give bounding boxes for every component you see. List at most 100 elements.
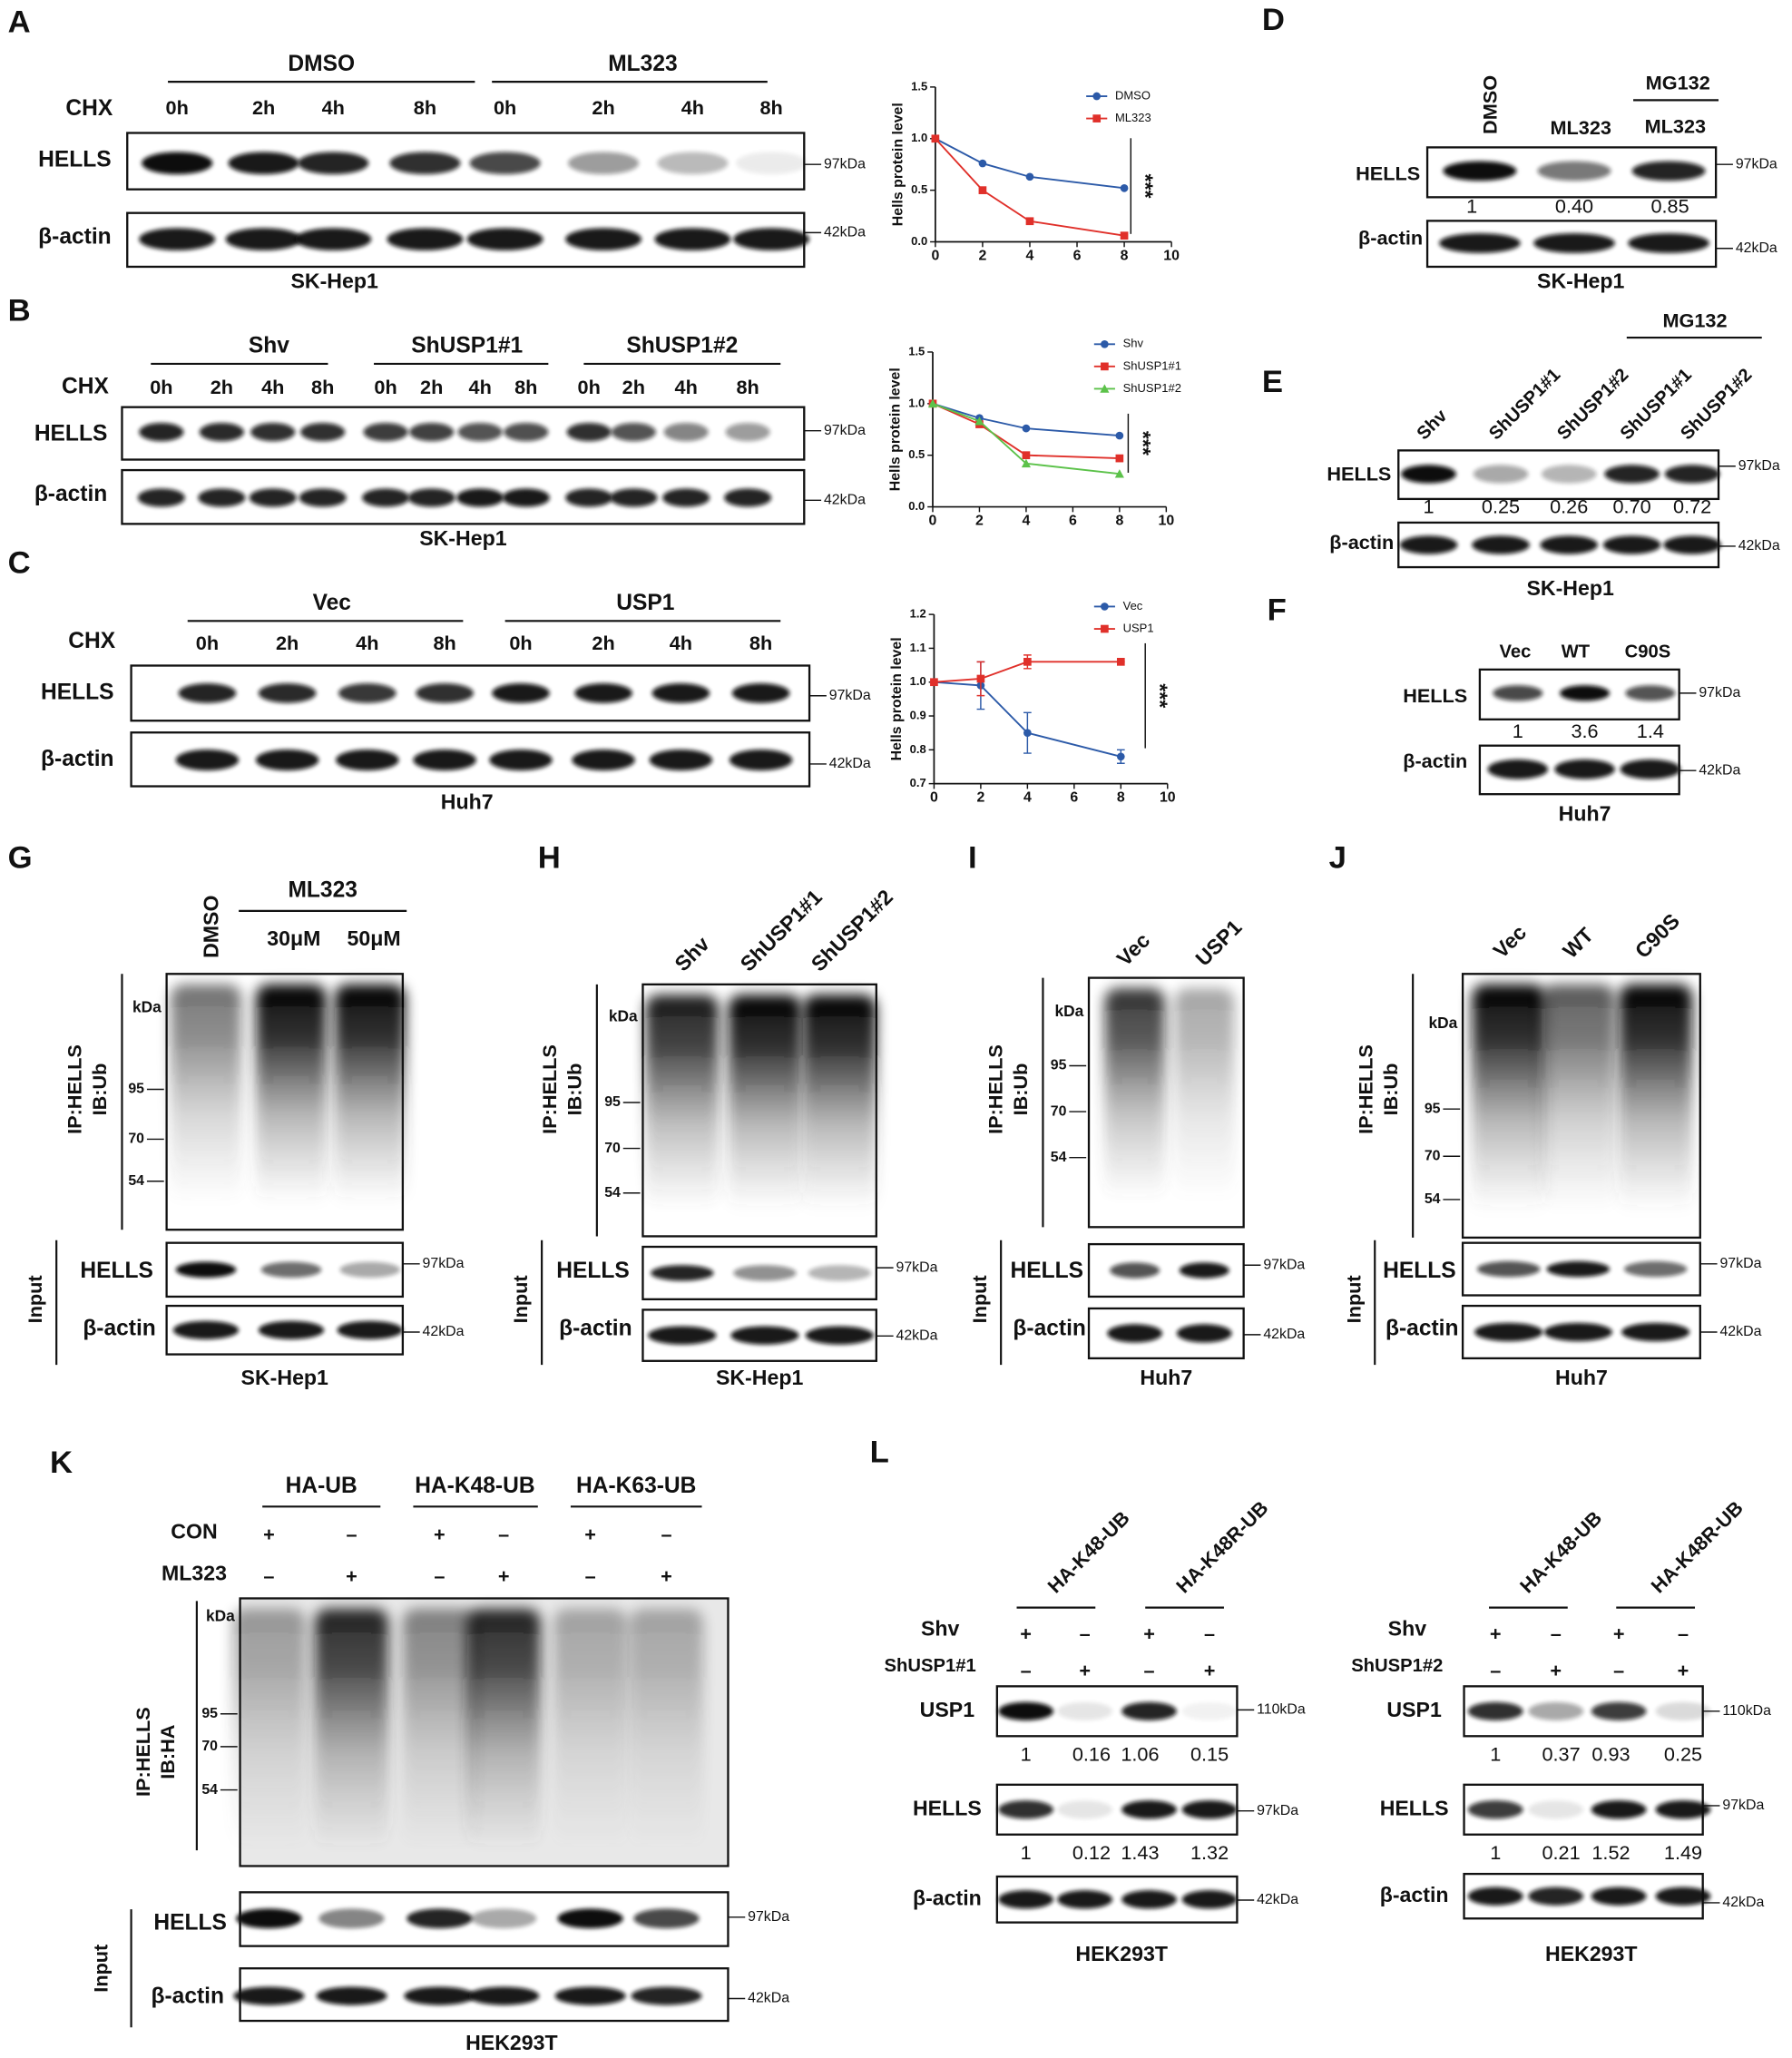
lane-label: Shv — [1414, 406, 1452, 444]
band — [651, 1265, 714, 1281]
band — [250, 423, 296, 442]
point — [1116, 658, 1125, 666]
band — [300, 423, 346, 442]
point — [1022, 424, 1031, 433]
lane-label: 0h — [578, 376, 601, 398]
sign: + — [1204, 1659, 1216, 1681]
x-tick-label: 8 — [1115, 514, 1123, 529]
band — [363, 423, 408, 442]
point — [1025, 217, 1034, 226]
panel-letter: A — [8, 5, 31, 40]
quantification: 0.93 — [1591, 1743, 1630, 1766]
quantification: 3.6 — [1571, 720, 1598, 742]
quantification: 1 — [1490, 1743, 1501, 1766]
row-label: HELLS — [1356, 162, 1420, 185]
row-label: HELLS — [1011, 1259, 1084, 1283]
lane-label: 2h — [592, 96, 614, 119]
row-label: HELLS — [1327, 463, 1391, 485]
lane-label: USP1 — [1190, 915, 1246, 970]
band — [568, 152, 640, 175]
sign: – — [434, 1564, 445, 1587]
legend-label: Shv — [1123, 337, 1144, 350]
row-label: β-actin — [1358, 226, 1423, 249]
x-tick-label: 2 — [975, 514, 984, 529]
band — [998, 1701, 1053, 1720]
band — [406, 1908, 473, 1929]
ladder-label: kDa — [609, 1007, 638, 1025]
size-marker: 42kDa — [1719, 1324, 1761, 1339]
row-label: β-actin — [913, 1886, 982, 1909]
row-label: USP1 — [920, 1698, 975, 1721]
band — [1664, 465, 1720, 484]
band — [258, 1320, 325, 1339]
y-tick-label: 0.5 — [911, 182, 927, 196]
group-label: HA-K48-UB — [1043, 1506, 1133, 1597]
band — [633, 1908, 700, 1929]
condition-label: ML323 — [162, 1562, 227, 1585]
smear — [402, 1609, 476, 1851]
panel-letter: J — [1329, 841, 1346, 876]
band — [362, 488, 410, 507]
quantification: 0.26 — [1550, 495, 1588, 518]
group-label: HA-K48R-UB — [1171, 1496, 1272, 1597]
series-line — [935, 138, 1125, 237]
x-tick-label: 8 — [1117, 790, 1125, 806]
size-marker: 110kDa — [1257, 1702, 1306, 1718]
band — [469, 152, 541, 175]
lane-label: 2h — [276, 632, 299, 654]
ip-label: IP:HELLS — [132, 1707, 154, 1797]
band — [1560, 685, 1611, 701]
row-label: β-actin — [1380, 1883, 1449, 1906]
size-marker: 42kDa — [896, 1328, 938, 1344]
row-label: β-actin — [559, 1317, 632, 1341]
size-marker: 97kDa — [1257, 1803, 1298, 1818]
size-marker: 97kDa — [1736, 156, 1777, 172]
band — [565, 228, 642, 250]
sign: – — [263, 1564, 274, 1587]
lane-label: 50μM — [347, 926, 400, 950]
quantification: 1.4 — [1637, 720, 1664, 742]
y-axis-label: Hells protein level — [889, 637, 905, 760]
band — [389, 152, 461, 175]
lane-label: Vec — [1489, 920, 1532, 963]
band — [998, 1890, 1053, 1909]
smear — [255, 984, 328, 1204]
legend-marker — [1092, 114, 1102, 122]
legend-marker — [1101, 603, 1109, 611]
lane-label: 4h — [469, 376, 492, 398]
x-tick-label: 4 — [1026, 249, 1034, 264]
cell-line: SK-Hep1 — [1526, 576, 1614, 600]
size-marker: 97kDa — [1719, 1256, 1761, 1271]
band — [339, 1261, 400, 1278]
ladder-label: 95 — [604, 1094, 621, 1110]
quantification: 1 — [1021, 1841, 1032, 1864]
point — [976, 674, 985, 683]
row-label: β-actin — [152, 1984, 224, 2009]
band — [249, 488, 297, 507]
band — [1181, 1800, 1238, 1819]
band — [336, 750, 399, 771]
lane-label: 4h — [675, 376, 698, 398]
sign: – — [346, 1523, 357, 1545]
band — [1625, 685, 1676, 701]
band — [318, 1908, 385, 1929]
band — [1057, 1701, 1113, 1720]
band — [654, 228, 731, 250]
ip-label: IB:Ub — [563, 1063, 585, 1116]
band — [610, 488, 658, 507]
band — [565, 488, 613, 507]
band — [299, 488, 347, 507]
lane-label: 2h — [211, 376, 233, 398]
lane-label: WT — [1562, 642, 1591, 662]
smear — [1619, 984, 1693, 1211]
point — [930, 678, 938, 687]
point — [1115, 454, 1124, 463]
band — [504, 423, 549, 442]
band — [471, 1908, 537, 1929]
point — [978, 186, 987, 194]
quantification: 1 — [1466, 195, 1477, 218]
band — [175, 1261, 237, 1278]
row-label: β-actin — [1013, 1317, 1086, 1341]
size-marker: 42kDa — [824, 493, 866, 508]
ladder-label: 70 — [201, 1739, 218, 1754]
